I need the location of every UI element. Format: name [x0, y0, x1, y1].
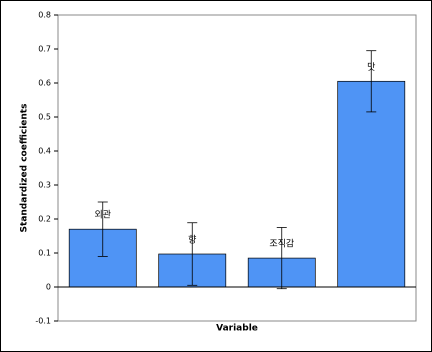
error-bar: [276, 227, 287, 290]
error-bar: [187, 222, 198, 286]
y-tick-label: 0.3: [38, 181, 51, 190]
y-tick-label: -0.1: [35, 317, 51, 326]
y-tick-label: 0.5: [38, 113, 51, 122]
y-tick-label: 0.6: [38, 79, 51, 88]
y-tick-label: 0.1: [38, 249, 51, 258]
error-bar: [97, 201, 108, 257]
y-tick-label: 0.4: [38, 147, 51, 156]
error-bar: [366, 50, 377, 113]
y-tick-label: 0.7: [38, 45, 51, 54]
x-axis-label: Variable: [216, 324, 258, 334]
y-tick-label: 0.2: [38, 215, 51, 224]
bar: [337, 80, 406, 288]
y-tick-label: 0.8: [38, 11, 51, 20]
y-tick-label: 0: [46, 283, 51, 292]
y-axis-label: Standardized coefficients: [20, 104, 30, 233]
